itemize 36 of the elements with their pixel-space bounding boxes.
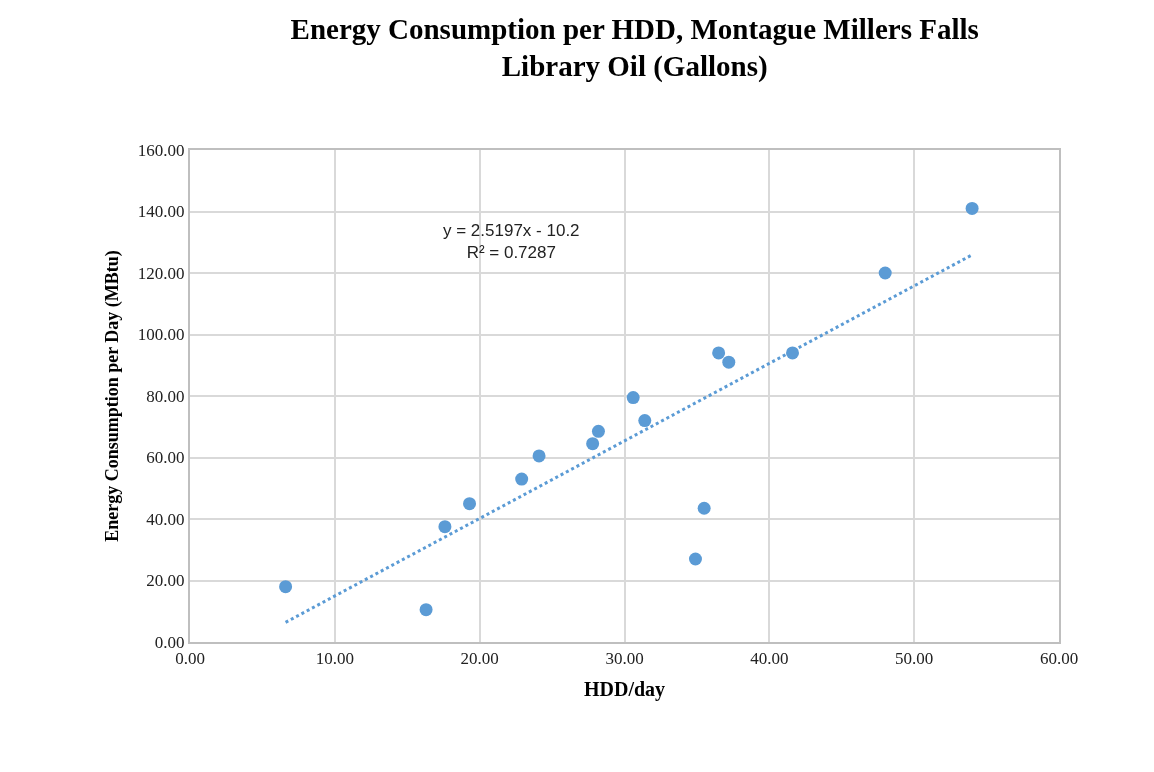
x-tick-label: 10.00: [315, 649, 354, 669]
y-tick-label: 20.00: [146, 571, 185, 591]
y-tick-label: 120.00: [137, 263, 185, 283]
point: [515, 472, 529, 486]
y-tick-label: 60.00: [146, 448, 185, 468]
point: [638, 414, 652, 428]
y-tick-label: 80.00: [146, 386, 185, 406]
y-tick-label: 40.00: [146, 509, 185, 529]
annotation: y = 2.5197x - 10.2 R² = 0.7287: [443, 221, 580, 263]
point: [463, 497, 477, 511]
point: [626, 391, 640, 405]
point: [419, 603, 433, 617]
y-tick-label: 100.00: [137, 325, 185, 345]
x-tick-label: 40.00: [750, 649, 789, 669]
x-tick-label: 50.00: [895, 649, 934, 669]
point: [697, 501, 711, 515]
point: [532, 449, 546, 463]
x-axis-title: HDD/day: [583, 678, 666, 702]
y-tick-label: 140.00: [137, 202, 185, 222]
point: [878, 266, 892, 280]
chart-title: Energy Consumption per HDD, Montague Millers Falls Library Oil (Gallons): [290, 12, 979, 84]
point: [586, 437, 600, 451]
point: [722, 355, 736, 369]
point: [965, 201, 979, 215]
point: [591, 424, 605, 438]
x-tick-label: 30.00: [605, 649, 644, 669]
x-tick-label: 20.00: [460, 649, 499, 669]
point: [279, 580, 293, 594]
x-tick-label: 60.00: [1039, 649, 1079, 669]
y-tick-label: 0.00: [154, 632, 185, 652]
point: [712, 346, 726, 360]
point: [438, 520, 452, 534]
point: [688, 552, 702, 566]
y-tick-label: 160.00: [137, 140, 185, 160]
x-tick-label: 0.00: [175, 649, 205, 669]
y-axis-title: Energy Consumption per Day (MBtu): [101, 250, 123, 542]
